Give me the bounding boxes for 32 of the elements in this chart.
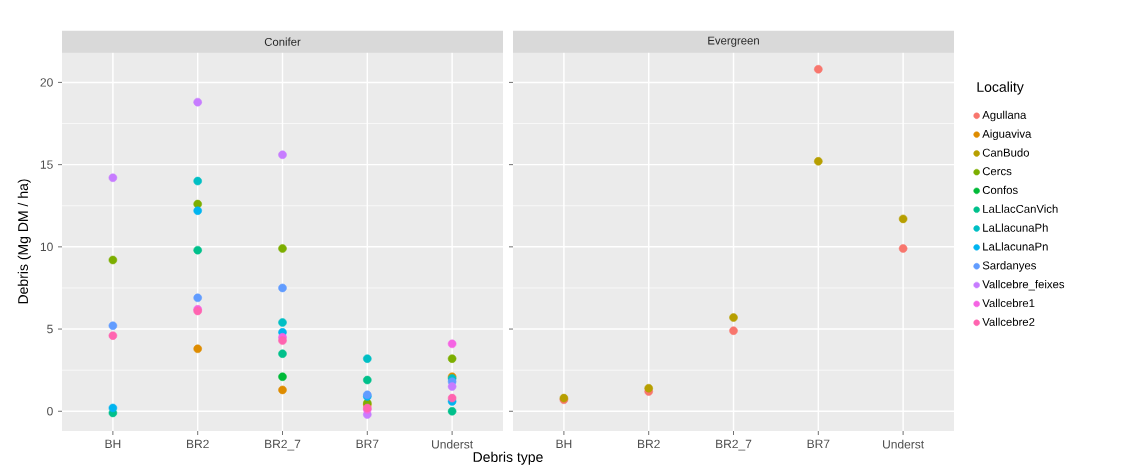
chart-title: Conifer [264, 37, 301, 46]
legend-label: LaLlacCanVich [983, 204, 1058, 213]
x-tick-label: Underst [883, 439, 925, 449]
y-axis-title: Debris (Mg DM / ha) [17, 179, 31, 304]
legend-label: Sardanyes [982, 261, 1036, 272]
x-axis-title: Debris type [473, 451, 543, 465]
chart-title: Evergreen [708, 36, 759, 47]
x-tick-label: BH [556, 439, 572, 448]
legend-label: LaLlacunaPn [983, 242, 1048, 251]
x-tick-label: Underst [432, 439, 474, 449]
y-tick-label: 10 [40, 242, 53, 252]
y-tick-label: 0 [47, 407, 53, 416]
x-tick-label: BR2 [187, 439, 209, 449]
x-tick-label: BH [105, 439, 121, 448]
legend-label: Vallcebre1 [982, 298, 1035, 308]
x-tick-label: BR2_7 [716, 439, 752, 451]
legend-label: Cercs [982, 167, 1012, 176]
x-tick-label: BR2_7 [265, 439, 301, 451]
legend-label: Confos [982, 185, 1018, 195]
x-tick-label: BR7 [807, 439, 830, 448]
legend-label: LaLlacunaPh [983, 223, 1048, 232]
legend-title: Locality [977, 81, 1024, 95]
legend-label: Agullana [982, 110, 1027, 122]
legend-label: Aiguaviva [982, 129, 1032, 141]
legend-label: CanBudo [982, 148, 1030, 157]
y-tick-label: 5 [47, 324, 53, 334]
y-tick-label: 15 [40, 160, 53, 169]
legend-label: Vallcebre_feixes [982, 279, 1065, 291]
y-tick-label: 20 [40, 78, 53, 87]
legend-label: Vallcebre2 [982, 317, 1035, 326]
x-tick-label: BR7 [356, 439, 379, 448]
x-tick-label: BR2 [638, 439, 660, 449]
